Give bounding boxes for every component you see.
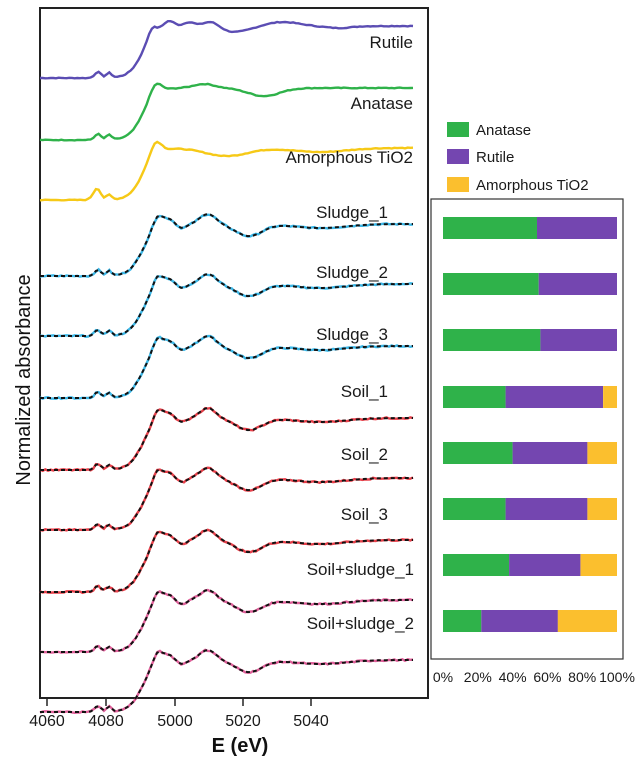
legend-swatch bbox=[447, 122, 469, 137]
bar-rows bbox=[443, 217, 617, 632]
bar-segment bbox=[512, 442, 588, 464]
spectrum-label: Soil+sludge_1 bbox=[307, 560, 414, 579]
legend-label: Rutile bbox=[476, 149, 514, 166]
spectrum-label: Soil+sludge_2 bbox=[307, 614, 414, 633]
bar-segment bbox=[540, 329, 617, 351]
bar-segment bbox=[580, 554, 617, 576]
bar-segment bbox=[443, 442, 513, 464]
spectrum-label: Soil_1 bbox=[341, 382, 388, 401]
bar-segment bbox=[443, 498, 506, 520]
legend-label: Amorphous TiO2 bbox=[476, 177, 589, 194]
spectra-group bbox=[39, 20, 414, 715]
xanes-chart: Rutile Anatase Amorphous TiO2 Sludge_1 Sludg… bbox=[13, 7, 429, 757]
x-tick-label: 5040 bbox=[293, 713, 329, 730]
spectrum-line bbox=[39, 648, 414, 715]
spectrum-line bbox=[39, 82, 414, 142]
legend-swatch bbox=[447, 149, 469, 164]
bar-plot-frame bbox=[430, 198, 624, 660]
bar-segment bbox=[481, 610, 558, 632]
fit-line bbox=[40, 335, 413, 399]
spectrum-label: Amorphous TiO2 bbox=[285, 148, 413, 167]
bar-segment bbox=[443, 329, 541, 351]
bar-x-tick-label: 0% bbox=[433, 669, 453, 685]
fit-line bbox=[40, 213, 413, 277]
bar-segment bbox=[509, 554, 581, 576]
spectrum-label: Anatase bbox=[351, 94, 413, 113]
spectrum-label: Sludge_3 bbox=[316, 325, 388, 344]
fit-line bbox=[40, 649, 413, 713]
fit-line bbox=[40, 273, 413, 337]
bar-legend: Anatase Rutile Amorphous TiO2 bbox=[447, 122, 589, 194]
bar-segment bbox=[443, 610, 482, 632]
fit-line bbox=[40, 529, 413, 593]
spectrum-line bbox=[39, 140, 414, 202]
spectrum-line bbox=[40, 20, 414, 80]
x-tick-label: 5000 bbox=[157, 713, 193, 730]
x-tick-label: 5020 bbox=[225, 713, 261, 730]
bar-segment bbox=[443, 273, 539, 295]
bar-x-tick-label: 80% bbox=[568, 669, 596, 685]
bar-segment bbox=[557, 610, 617, 632]
fit-line bbox=[40, 589, 413, 653]
bar-x-tick-label: 20% bbox=[464, 669, 492, 685]
x-tick-label: 4060 bbox=[29, 713, 65, 730]
legend-swatch bbox=[447, 177, 469, 192]
x-tick-label: 4080 bbox=[88, 713, 124, 730]
bar-segment bbox=[505, 498, 588, 520]
bar-x-tick-label: 40% bbox=[499, 669, 527, 685]
xanes-plot-frame bbox=[39, 7, 429, 699]
bar-x-tick-label: 60% bbox=[533, 669, 561, 685]
bar-segment bbox=[603, 386, 617, 408]
bar-segment bbox=[587, 498, 617, 520]
spectrum-label: Rutile bbox=[370, 33, 413, 52]
bar-x-tick-label: 100% bbox=[599, 669, 635, 685]
x-axis-title: E (eV) bbox=[212, 735, 269, 757]
x-axis-ticks: 4060 4080 5000 5020 5040 bbox=[29, 698, 329, 730]
legend-label: Anatase bbox=[476, 122, 531, 139]
bar-segment bbox=[443, 217, 537, 239]
bar-x-ticks: 0% 20% 40% 60% 80% 100% bbox=[433, 669, 635, 685]
spectrum-labels: Rutile Anatase Amorphous TiO2 Sludge_1 Sludg… bbox=[285, 33, 414, 633]
y-axis-title: Normalized absorbance bbox=[13, 274, 35, 485]
bar-segment bbox=[443, 554, 510, 576]
fit-line bbox=[40, 467, 413, 531]
spectrum-label: Sludge_1 bbox=[316, 203, 388, 222]
spectrum-label: Soil_2 bbox=[341, 445, 388, 464]
bar-segment bbox=[443, 386, 506, 408]
bar-segment bbox=[505, 386, 603, 408]
spectrum-label: Sludge_2 bbox=[316, 263, 388, 282]
spectrum-label: Soil_3 bbox=[341, 505, 388, 524]
bar-segment bbox=[538, 273, 617, 295]
bar-segment bbox=[587, 442, 617, 464]
fit-line bbox=[40, 407, 413, 471]
bar-segment bbox=[537, 217, 617, 239]
